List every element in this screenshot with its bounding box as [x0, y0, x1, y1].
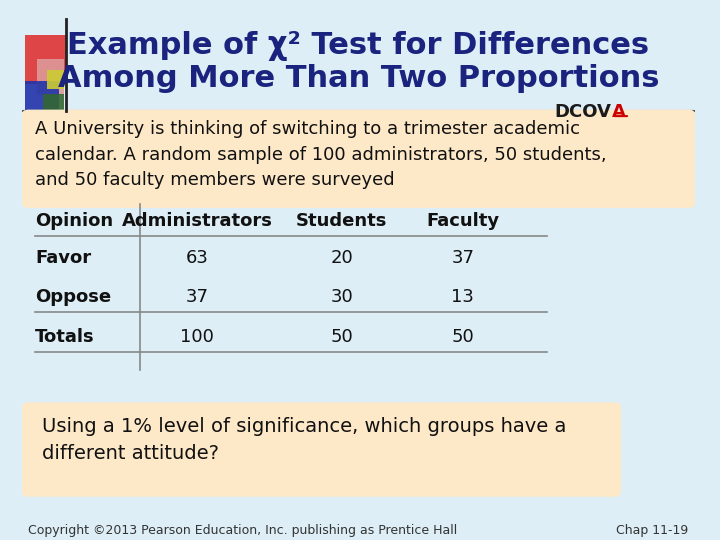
Text: 20: 20	[330, 248, 353, 267]
Text: Among More Than Two Proportions: Among More Than Two Proportions	[58, 64, 660, 93]
Bar	[37, 59, 63, 94]
Text: Administrators: Administrators	[122, 212, 272, 231]
Text: Using a 1% level of significance, which groups have a
different attitude?: Using a 1% level of significance, which …	[42, 417, 567, 463]
Text: Oppose: Oppose	[35, 288, 112, 306]
FancyBboxPatch shape	[22, 402, 621, 497]
Text: 100: 100	[180, 327, 214, 346]
Bar	[25, 81, 59, 111]
FancyBboxPatch shape	[22, 110, 696, 208]
Text: Example of χ² Test for Differences: Example of χ² Test for Differences	[68, 31, 649, 61]
Bar	[48, 70, 64, 89]
Text: 63: 63	[186, 248, 208, 267]
Bar	[25, 35, 66, 84]
Text: 50: 50	[451, 327, 474, 346]
Bar	[43, 94, 63, 111]
Text: Copyright ©2013 Pearson Education, Inc. publishing as Prentice Hall: Copyright ©2013 Pearson Education, Inc. …	[29, 524, 458, 537]
Text: A University is thinking of switching to a trimester academic
calendar. A random: A University is thinking of switching to…	[35, 120, 607, 190]
Text: Chap 11-19: Chap 11-19	[616, 524, 688, 537]
Text: Opinion: Opinion	[35, 212, 113, 231]
Text: Faculty: Faculty	[426, 212, 500, 231]
Text: DCOV: DCOV	[554, 103, 611, 121]
Text: Totals: Totals	[35, 327, 95, 346]
Text: 13: 13	[451, 288, 474, 306]
Text: A: A	[612, 103, 626, 121]
Text: Favor: Favor	[35, 248, 91, 267]
Text: 30: 30	[330, 288, 353, 306]
Text: 37: 37	[185, 288, 208, 306]
Text: 50: 50	[330, 327, 353, 346]
Text: 37: 37	[451, 248, 474, 267]
Text: Students: Students	[296, 212, 387, 231]
